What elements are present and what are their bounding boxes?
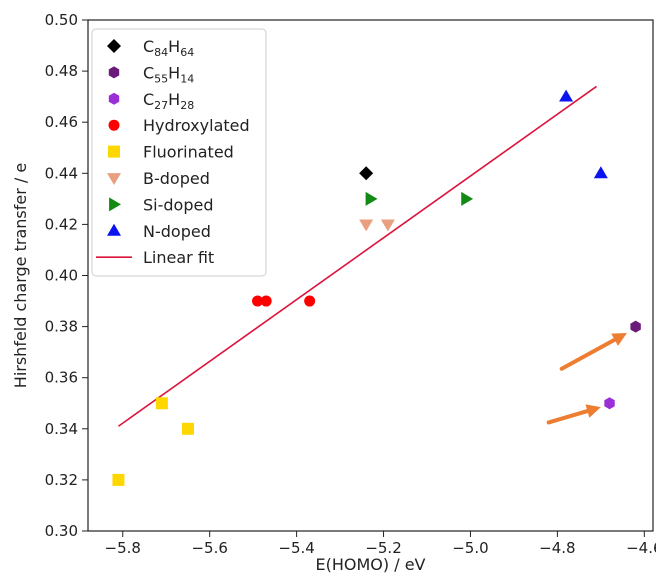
point-si-doped-1 — [366, 192, 378, 206]
y-tick-label: 0.46 — [45, 113, 78, 131]
legend-label-fluorinated: Fluorinated — [143, 143, 234, 162]
legend-label-n-doped: N-doped — [143, 222, 211, 241]
legend-label-linear-fit: Linear fit — [143, 248, 214, 267]
legend: C84H64C55H14C27H28HydroxylatedFluorinate… — [92, 29, 266, 276]
y-tick-label: 0.40 — [45, 267, 78, 285]
point-n-doped-2 — [594, 166, 608, 178]
point-c55h14-1 — [630, 321, 640, 333]
point-fluorinated-3 — [182, 423, 194, 435]
legend-label-b-doped: B-doped — [143, 169, 210, 188]
x-tick-label: −4.8 — [539, 539, 575, 557]
legend-marker-hydroxylated — [109, 120, 120, 131]
legend-label-hydroxylated: Hydroxylated — [143, 116, 250, 135]
x-tick-label: −5.4 — [278, 539, 314, 557]
y-tick-label: 0.44 — [45, 164, 78, 182]
x-tick-label: −5.6 — [191, 539, 227, 557]
point-si-doped-2 — [461, 192, 473, 206]
point-hydroxylated-2 — [261, 296, 272, 307]
point-b-doped-1 — [359, 220, 373, 232]
y-tick-label: 0.48 — [45, 62, 78, 80]
y-tick-label: 0.42 — [45, 215, 78, 233]
y-tick-label: 0.30 — [45, 522, 78, 540]
point-c27h28-1 — [604, 397, 614, 409]
point-fluorinated-1 — [112, 474, 124, 486]
point-hydroxylated-3 — [304, 296, 315, 307]
y-tick-label: 0.50 — [45, 11, 78, 29]
point-c84h64-1 — [359, 166, 373, 180]
point-n-doped-1 — [559, 90, 573, 102]
point-b-doped-2 — [381, 220, 395, 232]
y-tick-label: 0.38 — [45, 318, 78, 336]
x-tick-label: −5.0 — [452, 539, 488, 557]
y-tick-label: 0.32 — [45, 471, 78, 489]
y-tick-label: 0.36 — [45, 369, 78, 387]
point-fluorinated-2 — [156, 397, 168, 409]
x-tick-label: −5.8 — [105, 539, 141, 557]
legend-label-si-doped: Si-doped — [143, 195, 213, 214]
y-tick-label: 0.34 — [45, 420, 78, 438]
annotation-arrow-1 — [562, 333, 627, 369]
annotation-arrow-2 — [549, 404, 601, 422]
y-axis-label: Hirshfeld charge transfer / e — [11, 163, 30, 388]
x-axis-label: E(HOMO) / eV — [316, 555, 426, 574]
legend-marker-fluorinated — [108, 146, 120, 158]
x-tick-label: −4.6 — [626, 539, 656, 557]
